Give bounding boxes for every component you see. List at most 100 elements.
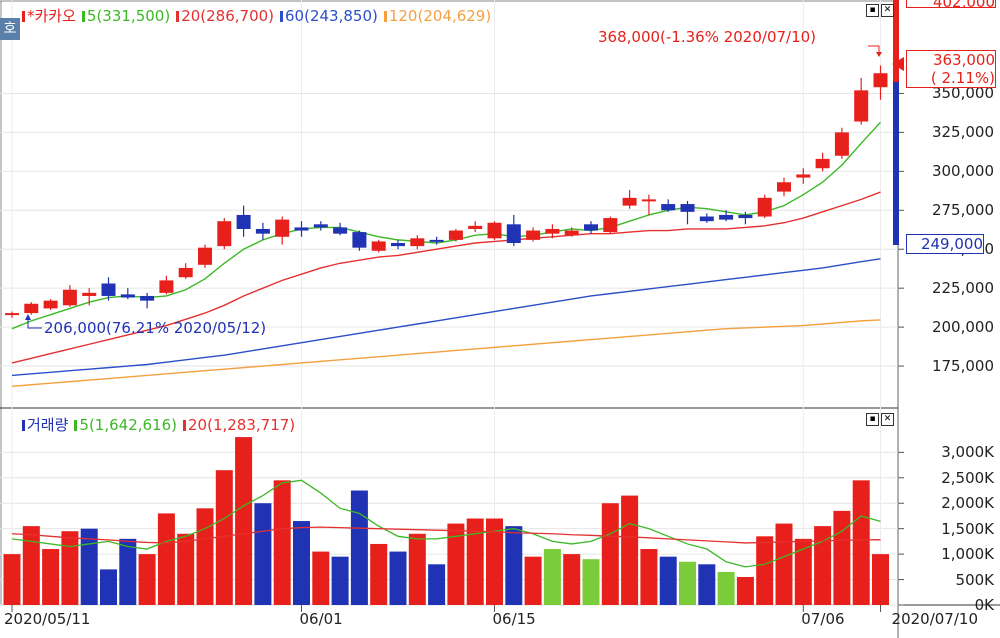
ma5-legend: 5(331,500) xyxy=(81,7,170,25)
volume-bar xyxy=(814,526,832,605)
candle-body xyxy=(873,73,888,88)
candle-body xyxy=(62,289,77,306)
volume-bar xyxy=(447,523,465,605)
candle-body xyxy=(641,199,656,202)
candle-body xyxy=(24,303,39,314)
high-annotation-arrowhead xyxy=(876,52,882,57)
volume-bar xyxy=(775,523,793,605)
volume-ma20-line xyxy=(11,526,881,544)
volume-tick-label: 1,500K xyxy=(941,519,994,538)
volume-bar xyxy=(80,528,98,605)
volume-bar xyxy=(872,554,889,605)
current-change: ( 2.11%) xyxy=(930,69,995,87)
maximize-icon[interactable]: ▪ xyxy=(866,4,879,17)
candle-body xyxy=(101,283,116,296)
volume-bar xyxy=(293,521,310,605)
candle-body xyxy=(82,292,97,296)
volume-bar xyxy=(717,571,735,605)
volume-bar xyxy=(563,554,581,605)
stock-name: *카카오 xyxy=(22,5,76,26)
candle-body xyxy=(43,300,58,309)
volume-bar xyxy=(235,437,253,605)
candle-body xyxy=(584,224,598,231)
volume-bar xyxy=(157,513,175,605)
volume-bar xyxy=(370,543,388,605)
candle-body xyxy=(159,280,174,293)
candle-body xyxy=(468,225,483,229)
candle-body xyxy=(526,230,541,240)
volume-title: 거래량 xyxy=(22,414,68,435)
candle-body xyxy=(719,214,734,220)
volume-bar xyxy=(350,490,368,605)
volume-bar xyxy=(524,556,542,605)
volume-bar xyxy=(331,556,349,605)
low-price-box: 249,000 xyxy=(906,234,984,254)
low-annotation: 206,000(76.21% 2020/05/12) xyxy=(44,319,267,337)
ma60-legend: 60(243,850) xyxy=(280,7,378,25)
volume-bar xyxy=(621,495,639,605)
current-price-pointer xyxy=(892,57,904,71)
volume-tick-label: 2,500K xyxy=(941,468,994,487)
candle-body xyxy=(198,247,212,265)
current-price: 363,000 xyxy=(932,51,995,69)
price-tick-label: 225,000 xyxy=(931,279,994,298)
volume-bar xyxy=(254,503,272,605)
volume-tick-label: 500K xyxy=(955,570,994,589)
volume-bar xyxy=(679,561,696,605)
candle-body xyxy=(757,197,772,217)
close-icon[interactable]: ✕ xyxy=(881,4,894,17)
x-tick-label: 06/15 xyxy=(492,610,536,628)
candle-body xyxy=(815,158,830,169)
candle-body xyxy=(506,224,521,243)
candle-body xyxy=(391,243,405,247)
vol-ma20-legend: 20(1,283,717) xyxy=(183,416,295,434)
candle-body xyxy=(796,174,811,178)
candlesticks xyxy=(5,65,888,318)
candle-body xyxy=(255,228,270,234)
volume-bar xyxy=(312,551,330,605)
volume-bar xyxy=(100,569,117,605)
ma120-legend: 120(204,629) xyxy=(383,7,491,25)
volume-bar xyxy=(833,510,851,605)
price-tick-label: 300,000 xyxy=(931,162,994,181)
volume-bar xyxy=(428,564,446,605)
price-tick-label: 175,000 xyxy=(931,357,994,376)
volume-close-icon[interactable]: ✕ xyxy=(881,413,894,426)
price-tick-label: 350,000 xyxy=(931,84,994,103)
volume-bar xyxy=(852,480,870,605)
volume-tick-label: 3,000K xyxy=(941,443,994,462)
side-tab[interactable]: 호 xyxy=(0,18,20,40)
volume-bar xyxy=(22,526,40,605)
volume-bar xyxy=(698,564,716,605)
x-tick-label: 2020/05/11 xyxy=(4,610,91,628)
volume-tick-label: 0K xyxy=(974,596,994,614)
volume-bar xyxy=(61,531,79,605)
low-annotation-arrow xyxy=(27,317,42,329)
candle-body xyxy=(178,267,193,278)
volume-tick-label: 2,000K xyxy=(941,494,994,513)
volume-bar xyxy=(42,549,60,605)
volume-bar xyxy=(3,554,21,605)
volume-bars xyxy=(3,437,889,605)
ma20-line xyxy=(11,191,881,364)
ma20-legend: 20(286,700) xyxy=(176,7,274,25)
volume-bar xyxy=(177,533,195,605)
candle-body xyxy=(487,222,502,239)
ma60-line xyxy=(11,258,881,377)
price-tick-label: 200,000 xyxy=(931,318,994,337)
volume-maximize-icon[interactable]: ▪ xyxy=(866,413,879,426)
current-price-box: 363,000 ( 2.11%) xyxy=(906,50,996,88)
candle-body xyxy=(120,294,135,298)
x-tick-label: 2020/07/10 xyxy=(891,610,978,628)
candle-body xyxy=(834,132,849,156)
volume-bar xyxy=(582,559,600,605)
candle-body xyxy=(275,219,290,237)
candle-body xyxy=(5,313,19,316)
candle-body xyxy=(352,232,367,248)
volume-bar xyxy=(505,526,523,605)
candle-body xyxy=(371,241,386,251)
volume-bar xyxy=(794,538,812,605)
volume-bar xyxy=(119,538,137,605)
